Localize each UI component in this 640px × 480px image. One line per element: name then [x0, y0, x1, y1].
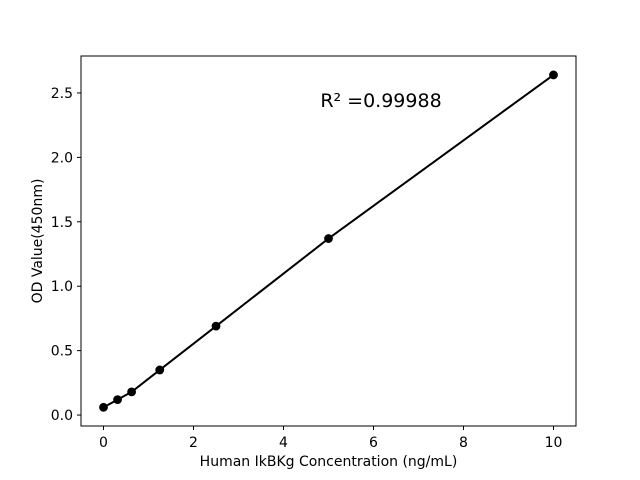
y-axis-label: OD Value(450nm) — [30, 179, 46, 304]
y-tick-label: 1.0 — [51, 279, 73, 295]
x-tick-label: 0 — [99, 435, 108, 451]
r-squared-annotation: R² =0.99988 — [320, 90, 441, 112]
x-axis-label: Human IkBKg Concentration (ng/mL) — [200, 454, 458, 470]
data-point — [549, 70, 558, 80]
x-tick-label: 6 — [369, 435, 378, 451]
y-tick-label: 0.5 — [51, 344, 73, 360]
y-tick-label: 1.5 — [51, 215, 73, 231]
x-tick-label: 2 — [189, 435, 198, 451]
data-point — [324, 234, 333, 243]
data-point — [127, 387, 137, 397]
data-point — [99, 402, 108, 412]
data-point — [155, 365, 165, 375]
data-point — [211, 321, 221, 331]
y-tick-label: 2.0 — [51, 150, 73, 166]
plot-frame — [80, 55, 577, 427]
x-tick-label: 10 — [545, 435, 563, 451]
x-tick-label: 8 — [459, 435, 468, 451]
y-tick-label: 2.5 — [51, 86, 73, 102]
x-tick-label: 4 — [279, 435, 288, 451]
y-tick-label: 0.0 — [51, 408, 73, 424]
data-point — [113, 395, 122, 404]
